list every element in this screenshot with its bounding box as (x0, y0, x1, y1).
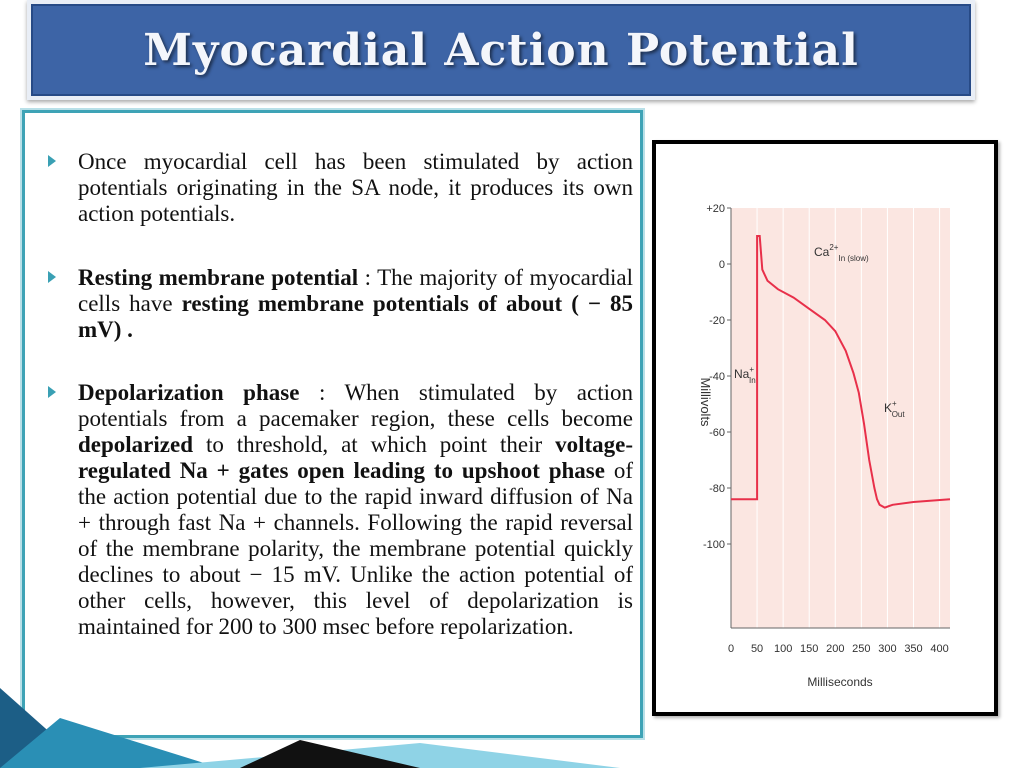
x-tick-label: 100 (774, 643, 792, 655)
bullet-depol-text-3: of the action potential due to the rapid… (78, 458, 633, 639)
x-tick-label: 0 (728, 643, 734, 655)
figure-frame: +20 0 -20 -40 -60 -80 -100 0 50 100 150 200 250 300 3… (652, 140, 998, 716)
annotation-k: K+ Out (884, 399, 905, 419)
y-tick-label: 0 (719, 259, 725, 271)
annotation-na: Na+ In (734, 365, 756, 385)
bullet-intro-text: Once myocardial cell has been stimulated… (78, 149, 633, 226)
bullet-depol-bold-gates: voltage-regulated Na + gates open leadin… (78, 432, 633, 483)
bullet-arrow-icon (48, 155, 56, 167)
y-tick-label: +20 (706, 203, 725, 215)
bullet-depolarization: Depolarization phase : When stimulated b… (48, 380, 633, 640)
title-bar: Myocardial Action Potential (31, 4, 971, 96)
bullet-depol-bold-depolarized: depolarized (78, 432, 193, 457)
x-tick-label: 150 (800, 643, 818, 655)
text-panel: Once myocardial cell has been stimulated… (22, 110, 643, 738)
bullet-resting-label: Resting membrane potential (78, 265, 359, 290)
y-axis-label: Millivolts (698, 377, 713, 427)
title-banner: Myocardial Action Potential (27, 0, 975, 100)
bullet-depol-label: Depolarization phase (78, 380, 300, 405)
x-tick-label: 200 (826, 643, 844, 655)
series-line (731, 235, 951, 509)
slide-title: Myocardial Action Potential (143, 24, 859, 76)
x-tick-labels: 0 50 100 150 200 250 300 350 400 (728, 643, 949, 655)
bullet-arrow-icon (48, 271, 56, 283)
y-tick-label: -20 (709, 315, 725, 327)
bullet-resting-potential: Resting membrane potential : The majorit… (48, 265, 634, 343)
x-tick-label: 300 (878, 643, 896, 655)
y-tick-label: -100 (703, 539, 725, 551)
y-tick-label: -40 (709, 371, 725, 383)
bullet-intro: Once myocardial cell has been stimulated… (48, 149, 633, 227)
x-tick-label: 400 (930, 643, 948, 655)
y-tick-label: -80 (709, 483, 725, 495)
decorative-corner-shapes (0, 688, 620, 768)
bullet-resting-value: resting membrane potentials of about ( −… (78, 291, 633, 342)
bullet-depol-text-1: : When stimulated by action potentials f… (78, 380, 633, 431)
x-tick-label: 350 (904, 643, 922, 655)
x-tick-label: 250 (852, 643, 870, 655)
bullet-resting-text: : The majority of myocardial cells have (78, 265, 634, 316)
action-potential-chart: +20 0 -20 -40 -60 -80 -100 0 50 100 150 200 250 300 3… (698, 203, 951, 689)
y-tick-label: -60 (709, 427, 725, 439)
x-tick-label: 50 (751, 643, 763, 655)
bullet-arrow-icon (48, 386, 56, 398)
y-tick-labels: +20 0 -20 -40 -60 -80 -100 (703, 203, 731, 551)
annotation-ca: Ca2+In (slow) (814, 243, 869, 263)
x-axis-label: Milliseconds (807, 675, 872, 689)
bullet-depol-text-2: to threshold, at which point their (193, 432, 556, 457)
